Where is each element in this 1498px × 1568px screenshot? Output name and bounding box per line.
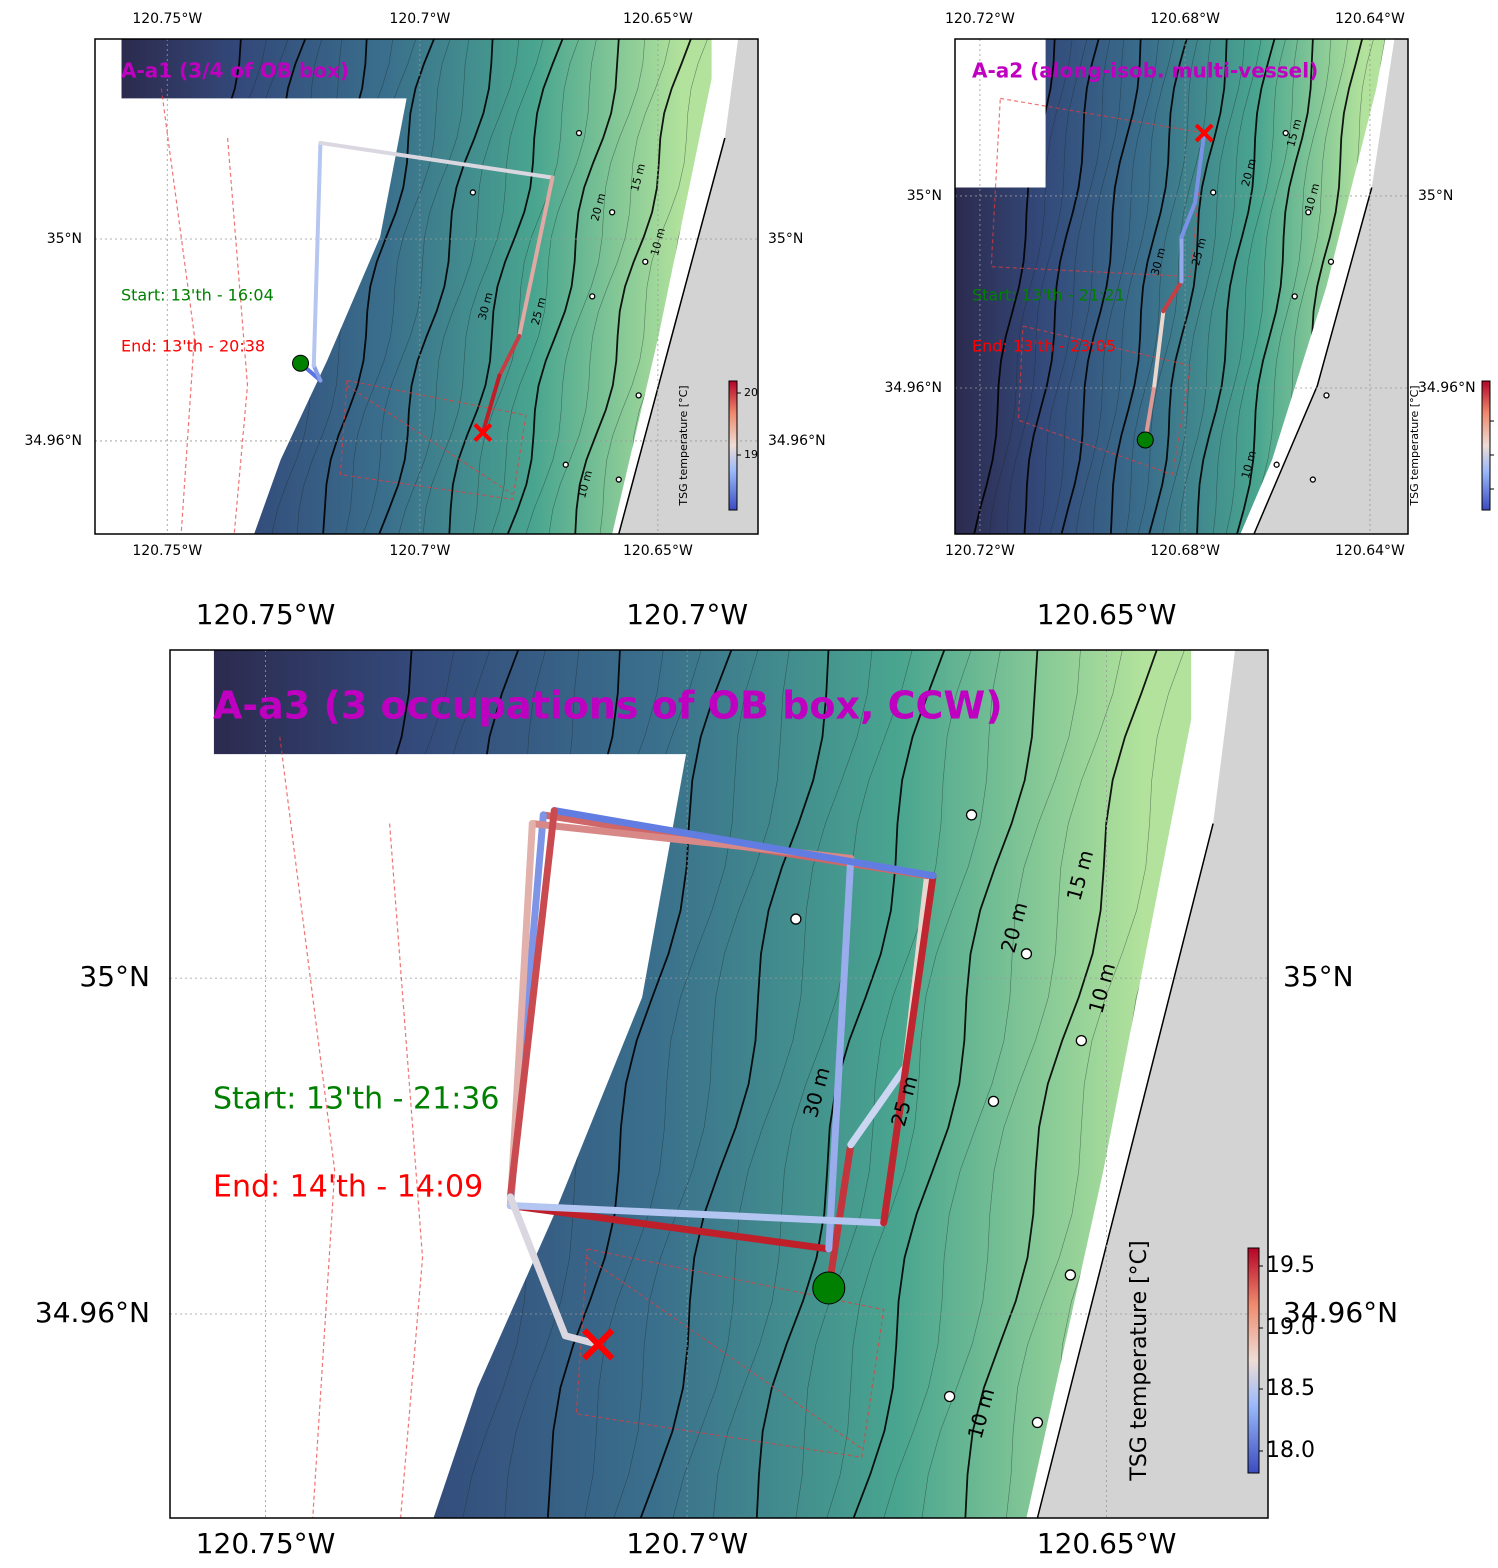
end-label: End: 14'th - 14:09 [213,1170,483,1205]
station [576,131,581,136]
station [1274,462,1279,467]
y-tick-label: 35°N [79,960,150,993]
start-label: Start: 13'th - 21:21 [972,286,1125,305]
station [1021,949,1031,959]
station [470,190,475,195]
panel-title: A-a2 (along-isob. multi-vessel) [972,59,1318,83]
x-tick-label: 120.7°W [389,11,450,27]
x-tick-label: 120.7°W [626,598,748,631]
x-tick-label: 120.72°W [945,543,1015,559]
station [989,1096,999,1106]
x-tick-label: 120.75°W [132,543,202,559]
end-label: End: 13'th - 20:38 [121,337,265,356]
station [1211,190,1216,195]
panel-title: A-a1 (3/4 of OB box) [121,59,349,83]
station [1032,1418,1042,1428]
station [636,393,641,398]
colorbar [1482,381,1490,510]
start-label: Start: 13'th - 21:36 [213,1082,499,1117]
y-tick-label: 34.96°N [24,433,82,449]
colorbar [1248,1248,1259,1473]
y-tick-label: 35°N [907,188,942,204]
colorbar [729,381,737,510]
y-tick-label: 35°N [1418,188,1453,204]
y-tick-label: 35°N [768,231,803,247]
end-label: End: 13'th - 23:05 [972,337,1116,356]
station [1310,477,1315,482]
x-tick-label: 120.65°W [623,11,693,27]
colorbar-tick-label: 18.5 [1266,1376,1315,1401]
panel-title: A-a3 (3 occupations of OB box, CCW) [213,684,1003,728]
station [563,462,568,467]
colorbar-tick-label: 19.0 [1266,1315,1315,1340]
start-label: Start: 13'th - 16:04 [121,286,274,305]
y-tick-label: 34.96°N [768,433,826,449]
figure: 30 m25 m20 m15 m10 m10 m120.75°W120.75°W… [0,0,1498,1564]
station [590,294,595,299]
y-tick-label: 34.96°N [884,380,942,396]
station [610,210,615,215]
x-tick-label: 120.7°W [626,1527,748,1560]
x-tick-label: 120.68°W [1150,11,1220,27]
y-tick-label: 34.96°N [35,1296,150,1329]
station [1292,294,1297,299]
x-tick-label: 120.75°W [132,11,202,27]
station [967,810,977,820]
start-marker [1137,432,1153,448]
map-panel: 30 m25 m20 m15 m10 m10 m120.72°W120.72°W… [884,11,1498,559]
x-tick-label: 120.75°W [196,1527,336,1560]
map-panel: 30 m25 m20 m15 m10 m10 m120.75°W120.75°W… [35,598,1398,1560]
x-tick-label: 120.65°W [1037,598,1177,631]
colorbar-tick-label: 20 [744,386,758,399]
colorbar-tick-label: 18.0 [1266,1438,1315,1463]
station [643,259,648,264]
start-marker [813,1272,845,1304]
station [791,914,801,924]
x-tick-label: 120.75°W [196,598,336,631]
station [1328,259,1333,264]
station [616,477,621,482]
y-tick-label: 34.96°N [1418,380,1476,396]
x-tick-label: 120.72°W [945,11,1015,27]
x-tick-label: 120.64°W [1335,543,1405,559]
colorbar-label: TSG temperature [°C] [677,385,690,506]
station [1065,1270,1075,1280]
station [1324,393,1329,398]
x-tick-label: 120.7°W [389,543,450,559]
colorbar-label: TSG temperature [°C] [1408,385,1421,506]
station [1076,1036,1086,1046]
station [945,1391,955,1401]
y-tick-label: 35°N [1283,960,1354,993]
y-tick-label: 35°N [47,231,82,247]
x-tick-label: 120.64°W [1335,11,1405,27]
colorbar-tick-label: 19 [744,448,758,461]
x-tick-label: 120.68°W [1150,543,1220,559]
colorbar-label: TSG temperature [°C] [1127,1240,1152,1481]
x-tick-label: 120.65°W [623,543,693,559]
x-tick-label: 120.65°W [1037,1527,1177,1560]
start-marker [293,355,309,371]
colorbar-tick-label: 19.5 [1266,1253,1315,1278]
